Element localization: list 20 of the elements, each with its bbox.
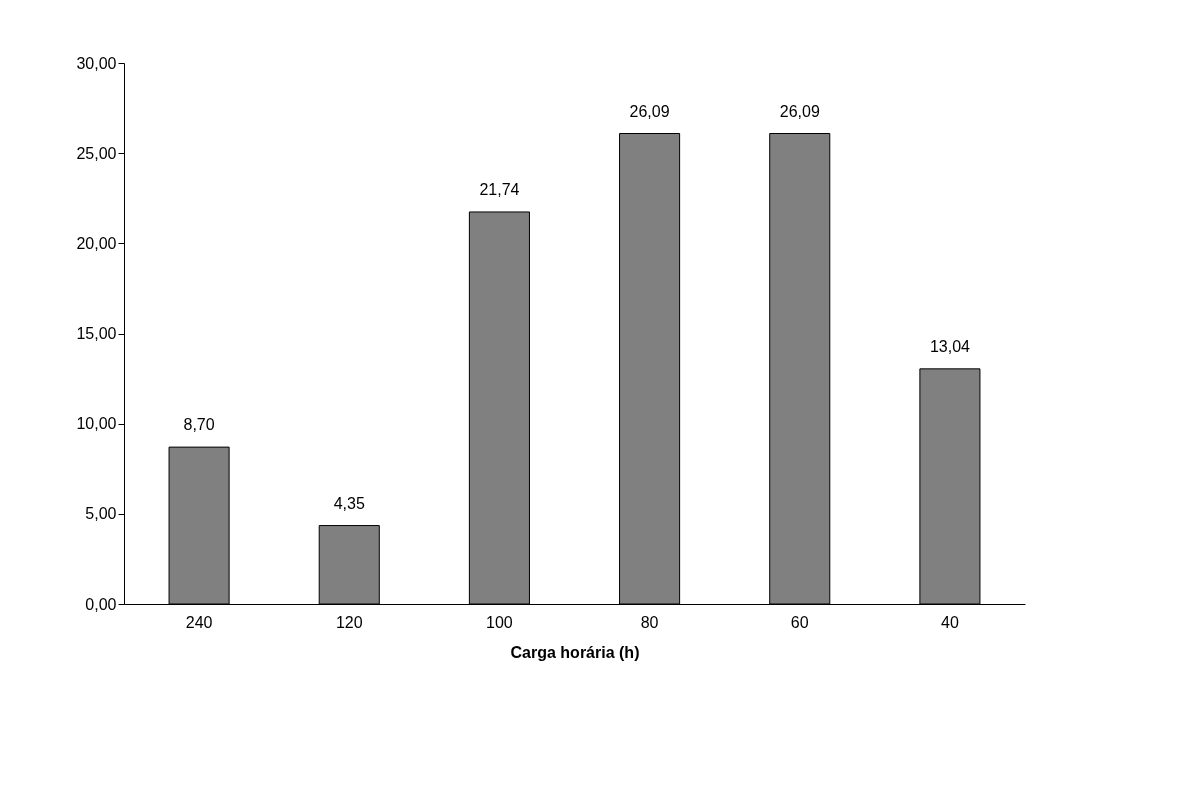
- x-tick-label: 40: [941, 613, 959, 631]
- x-tick-label: 240: [185, 613, 213, 631]
- data-label: 26,09: [629, 102, 670, 120]
- data-label: 4,35: [333, 494, 365, 512]
- y-tick-label: 30,00: [76, 54, 117, 72]
- y-tick-label: 25,00: [76, 144, 117, 162]
- y-tick-label: 15,00: [76, 325, 117, 342]
- y-tick-label: 10,00: [76, 415, 117, 433]
- x-tick-label: 100: [486, 613, 513, 631]
- data-label: 26,09: [779, 102, 820, 120]
- x-tick-label: 120: [335, 613, 363, 631]
- y-tick-label: 0,00: [85, 595, 117, 613]
- data-label: 13,04: [929, 337, 971, 355]
- x-tick-label: 80: [640, 613, 659, 631]
- data-label: 8,70: [183, 416, 215, 434]
- x-axis-title: Carga horária (h): [510, 643, 640, 661]
- y-tick-label: 20,00: [76, 234, 117, 252]
- y-tick-label: 5,00: [85, 505, 117, 523]
- data-label: 21,74: [479, 180, 520, 198]
- x-tick-label: 60: [790, 613, 809, 631]
